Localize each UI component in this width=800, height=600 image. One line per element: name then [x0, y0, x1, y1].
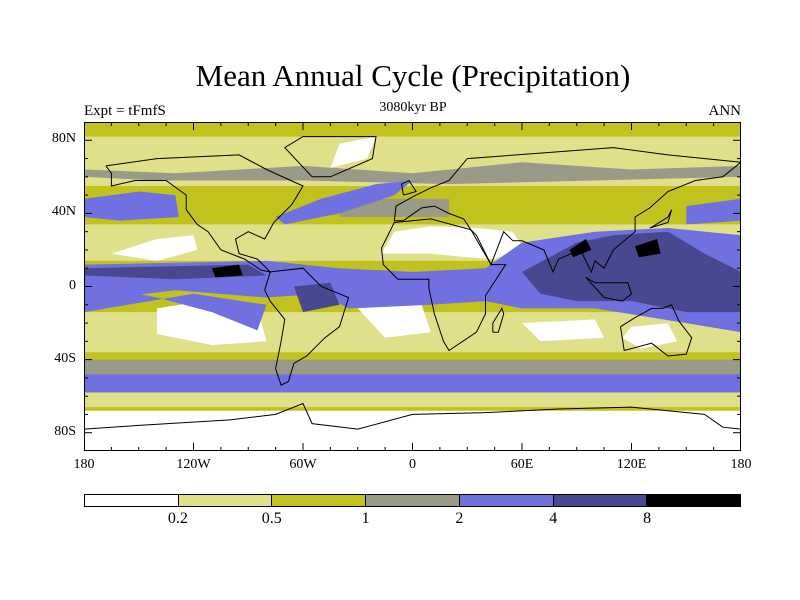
map-frame — [84, 122, 741, 451]
colorbar-label: 2 — [455, 510, 464, 527]
colorbar-label: 0.5 — [261, 510, 282, 527]
field-spcz — [84, 282, 267, 331]
colorbar-label: 4 — [549, 510, 558, 527]
x-tick-label: 180 — [730, 457, 752, 472]
coast-eurasia — [393, 147, 741, 274]
field-black-wpac — [635, 239, 661, 258]
chart-title: Mean Annual Cycle (Precipitation) — [195, 58, 631, 93]
field-sahara — [381, 226, 522, 260]
coast-africa — [381, 218, 507, 352]
colorbar-box — [459, 495, 554, 506]
field-amazon — [293, 282, 340, 313]
coast-japan — [649, 209, 673, 229]
colorbar-box — [647, 495, 741, 506]
coast-madagascar — [492, 307, 505, 333]
field-s-atlantic — [357, 304, 431, 338]
colorbar-box — [178, 495, 273, 506]
coast-indonesia — [585, 276, 633, 302]
coast-antarctica — [84, 402, 741, 430]
coast-australia — [620, 304, 693, 357]
field-australia — [622, 323, 678, 349]
colorbar-label: 8 — [643, 510, 652, 527]
field-pacific-storm — [84, 191, 179, 221]
colorbar-box — [553, 495, 648, 506]
experiment-label: Expt = tFmfS — [84, 103, 166, 119]
x-tick-label: 120E — [616, 457, 647, 472]
field-s-indian — [522, 319, 605, 342]
coast-south-america — [264, 267, 350, 386]
x-tick-label: 180 — [73, 457, 95, 472]
field-gray-n — [84, 162, 741, 185]
coast-britain — [401, 179, 417, 196]
field-pacific-storm-w — [686, 198, 741, 225]
coast-greenland — [284, 136, 377, 178]
x-tick-label: 0 — [409, 457, 416, 472]
precipitation-map — [84, 122, 741, 451]
field-ne-pacific — [111, 235, 198, 261]
field-antarctica — [84, 410, 741, 451]
y-tick-label: 0 — [69, 277, 76, 293]
y-tick-label: 40N — [51, 204, 76, 220]
x-tick-label: 60W — [289, 457, 317, 472]
colorbar-label: 1 — [361, 510, 370, 527]
colorbar — [84, 494, 741, 507]
y-tick-label: 80N — [51, 131, 76, 147]
season-label: ANN — [708, 103, 742, 119]
period-label: 3080kyr BP — [379, 100, 447, 115]
colorbar-label: 0.2 — [167, 510, 188, 527]
field-southern-storm — [84, 374, 741, 393]
field-gray-s — [84, 359, 741, 378]
field-black-epac — [211, 264, 243, 278]
field-black-bay — [569, 239, 592, 258]
colorbar-box — [85, 495, 179, 506]
x-tick-label: 120W — [176, 457, 211, 472]
colorbar-box — [366, 495, 460, 506]
x-tick-label: 60E — [510, 457, 534, 472]
field-atlantic-storm — [275, 180, 413, 225]
y-tick-label: 80S — [54, 423, 76, 439]
colorbar-box — [272, 495, 367, 506]
field-greenland — [330, 136, 376, 168]
y-tick-label: 40S — [54, 350, 76, 366]
